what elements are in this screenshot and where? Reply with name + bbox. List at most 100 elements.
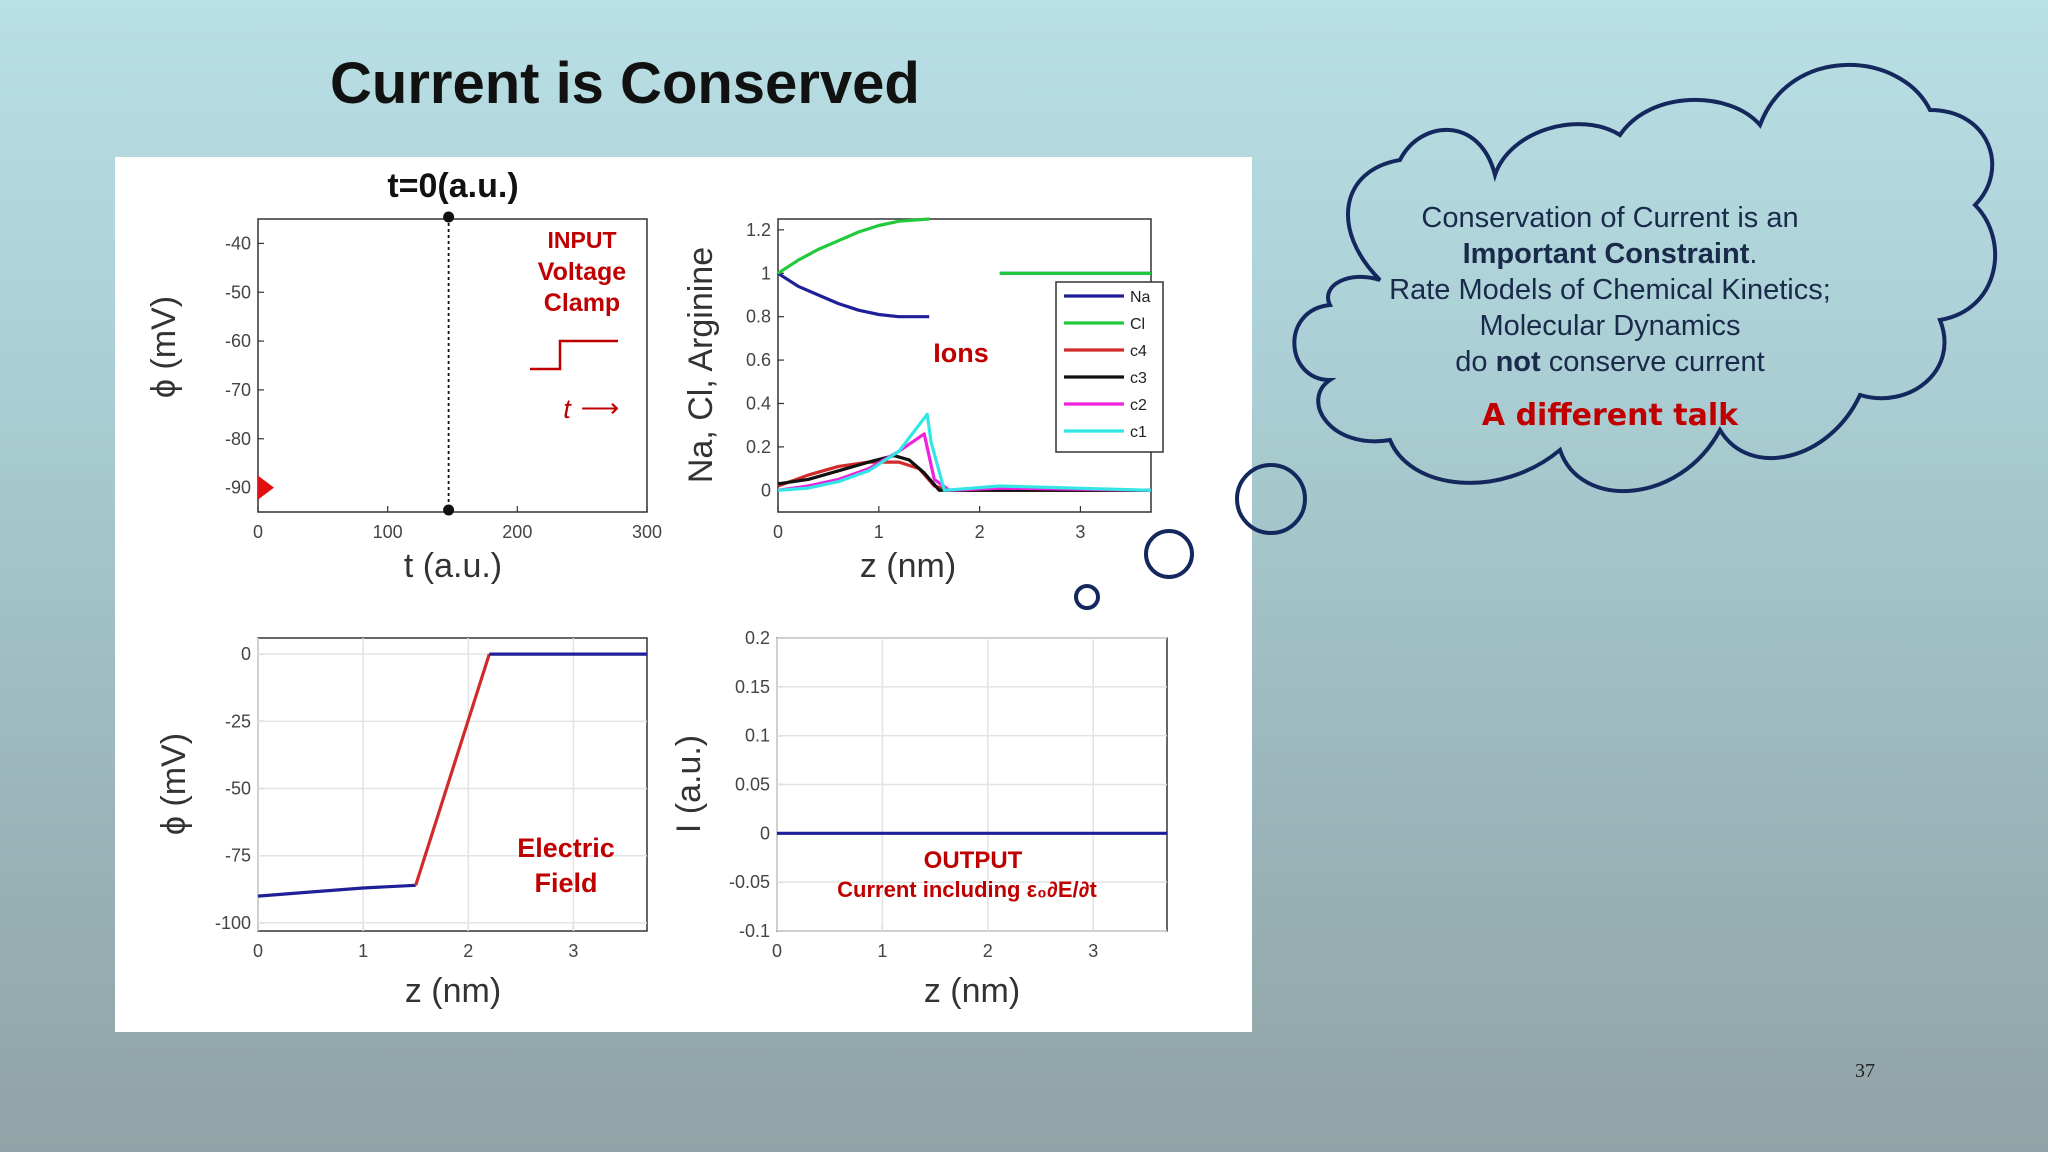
x-axis-label: z (nm) — [405, 972, 501, 1010]
y-tick-label: -60 — [225, 331, 251, 351]
y-tick-label: 0.05 — [735, 775, 770, 795]
efield-label-line1: Electric — [517, 833, 615, 863]
y-tick-label: -25 — [225, 711, 251, 731]
y-tick-label: -70 — [225, 380, 251, 400]
input-voltage-label: Voltage — [538, 258, 627, 286]
y-axis-label: I (a.u.) — [670, 735, 708, 833]
legend-label-c3: c3 — [1130, 370, 1147, 387]
electric-potential-chart: 0 1 2 3 0 -25 -50 -75 -100 ϕ (mV) z (nm) — [155, 637, 648, 1010]
y-tick-label: 1.2 — [746, 220, 771, 240]
y-tick-label: -50 — [225, 779, 251, 799]
slide-title: Current is Conserved — [330, 51, 920, 116]
y-tick-label: 0.2 — [746, 437, 771, 457]
y-tick-label: 0.1 — [745, 726, 770, 746]
legend-label-c4: c4 — [1130, 343, 1147, 360]
y-tick-label: 0.2 — [745, 628, 770, 648]
ion-legend: Na Cl c4 c3 c2 c1 — [1055, 281, 1164, 453]
y-tick-label: 0.6 — [746, 350, 771, 370]
legend-label-c1: c1 — [1130, 424, 1147, 441]
tick-labels: 0 1 2 3 0 -25 -50 -75 -100 — [215, 644, 578, 961]
y-tick-label: -0.05 — [729, 872, 770, 892]
tick-labels: 0 100 200 300 -40 -50 -60 -70 -80 -90 — [225, 233, 662, 542]
x-tick-label: 1 — [358, 941, 368, 961]
cloud-line-5: do not conserve current — [1340, 344, 1880, 380]
time-marker-top-dot — [443, 211, 455, 223]
series-line-c1 — [777, 412, 1152, 492]
cloud-line-4: Molecular Dynamics — [1479, 310, 1741, 342]
input-title: INPUT — [548, 227, 617, 253]
legend-box — [1055, 281, 1164, 453]
legend-label-Na: Na — [1130, 289, 1151, 306]
cloud-different-talk: A different talk — [1481, 398, 1739, 433]
cloud-line-3: Rate Models of Chemical Kinetics; — [1389, 274, 1831, 306]
y-tick-label: -50 — [225, 282, 251, 302]
tick-labels: 0 1 2 3 1.2 1 0.8 0.6 0.4 0.2 0 — [746, 220, 1085, 542]
cloud-line-5-suffix: conserve current — [1540, 346, 1765, 378]
x-tick-label: 0 — [253, 522, 263, 542]
x-tick-label: 0 — [773, 522, 783, 542]
x-tick-label: 3 — [1075, 522, 1085, 542]
ions-label: Ions — [933, 338, 989, 368]
y-tick-label: 0.8 — [746, 307, 771, 327]
figure-svg: 0 100 200 300-40-50-60-70-80-90 ϕ (mV) t (a… — [145, 167, 1168, 1010]
voltage-marker-triangle — [258, 475, 274, 500]
time-label: t=0(a.u.) — [387, 167, 518, 205]
series-line-trace — [414, 653, 491, 886]
x-tick-label: 3 — [1088, 941, 1098, 961]
y-axis-label: Na, Cl, Arginine — [682, 247, 720, 483]
y-tick-label: 0.15 — [735, 677, 770, 697]
series-line-Cl — [777, 217, 930, 275]
x-tick-label: 100 — [373, 522, 403, 542]
y-tick-label: 0 — [760, 823, 770, 843]
y-tick-label: -80 — [225, 429, 251, 449]
y-axis-label: ϕ (mV) — [155, 733, 193, 835]
y-axis-label: ϕ (mV) — [145, 296, 183, 398]
voltage-input-chart: 0 100 200 300 -40 -50 -60 -70 -80 -90 ϕ (mV) t (a… — [145, 211, 662, 585]
x-tick-label: 2 — [983, 941, 993, 961]
input-clamp-label: Clamp — [544, 289, 620, 317]
time-marker-bottom-dot — [443, 504, 455, 516]
legend-label-c2: c2 — [1130, 397, 1147, 414]
y-tick-label: -100 — [215, 913, 251, 933]
output-title: OUTPUT — [924, 847, 1023, 874]
cloud-line-2: Important Constraint. — [1340, 236, 1880, 272]
y-tick-label: -40 — [225, 233, 251, 253]
y-tick-label: 0.4 — [746, 393, 771, 413]
cloud-line-5-prefix: do — [1455, 346, 1496, 378]
x-axis-label: z (nm) — [924, 972, 1020, 1010]
x-tick-label: 0 — [253, 941, 263, 961]
cloud-text: Conservation of Current is an Important … — [1340, 200, 1880, 434]
step-icon — [530, 339, 618, 371]
cloud-line-2-suffix: . — [1749, 238, 1758, 270]
y-tick-label: -75 — [225, 846, 251, 866]
efield-label-line2: Field — [534, 868, 597, 898]
cloud-not-emphasis: not — [1495, 346, 1541, 378]
arrow-right-icon: ⟶ — [581, 393, 620, 423]
output-description: Current including ε₀∂E/∂t — [837, 877, 1097, 902]
y-tick-label: 0 — [761, 480, 771, 500]
series-line-trace — [257, 883, 416, 898]
page-number: 37 — [1855, 1060, 1875, 1082]
cloud-important-constraint: Important Constraint — [1462, 238, 1750, 270]
x-tick-label: 200 — [502, 522, 532, 542]
y-tick-label: -90 — [225, 478, 251, 498]
cloud-line-1: Conservation of Current is an — [1421, 202, 1799, 234]
x-tick-label: 1 — [874, 522, 884, 542]
y-tick-label: 0 — [241, 644, 251, 664]
y-tick-label: 1 — [761, 263, 771, 283]
x-tick-label: 0 — [772, 941, 782, 961]
x-axis-label: z (nm) — [860, 547, 956, 585]
x-tick-label: 300 — [632, 522, 662, 542]
current-output-chart: 0 1 2 3 0.2 0.15 0.1 0.05 0 -0.05 -0.1 I (a.u.) z … — [670, 628, 1168, 1010]
series-line-Na — [777, 271, 930, 319]
x-tick-label: 2 — [463, 941, 473, 961]
x-tick-label: 1 — [877, 941, 887, 961]
x-tick-label: 3 — [568, 941, 578, 961]
figure-panel: 0 100 200 300 -40 -50 -60 -70 -80 -90 ϕ (mV) t (a… — [115, 157, 1252, 1032]
y-tick-label: -0.1 — [739, 921, 770, 941]
legend-label-Cl: Cl — [1130, 316, 1145, 333]
input-t-label: t — [563, 394, 572, 424]
plot-frame — [257, 218, 648, 513]
x-tick-label: 2 — [975, 522, 985, 542]
x-axis-label: t (a.u.) — [404, 547, 502, 585]
